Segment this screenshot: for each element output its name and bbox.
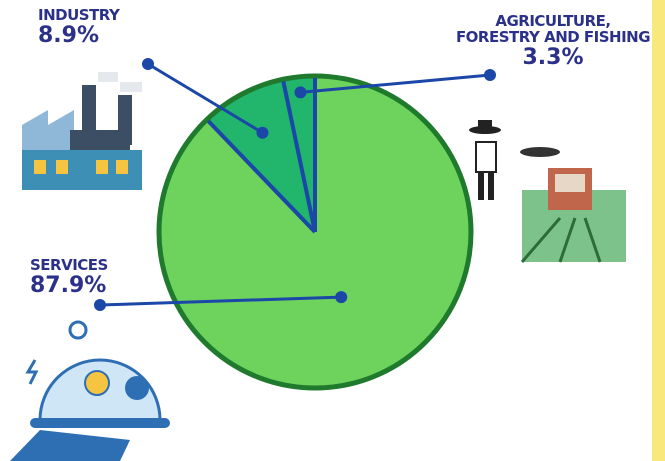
leader-dot xyxy=(484,69,496,81)
leader-line xyxy=(99,295,342,307)
divider xyxy=(206,119,317,234)
side-bar xyxy=(652,0,665,461)
agriculture-icon xyxy=(469,120,626,263)
value-label: 3.3% xyxy=(522,44,584,70)
pie-slice xyxy=(206,79,315,232)
industry-label: INDUSTRY 8.9% xyxy=(38,6,120,48)
value-label: 8.9% xyxy=(38,22,100,48)
value-label: 87.9% xyxy=(30,272,107,298)
pie-outline xyxy=(156,73,474,391)
leader-dot xyxy=(142,58,154,70)
leader-dot xyxy=(294,86,307,99)
industry-icon xyxy=(22,72,142,190)
category-label: AGRICULTURE, FORESTRY AND FISHING xyxy=(455,12,651,46)
leader-dot xyxy=(256,126,269,139)
category-label: INDUSTRY xyxy=(38,6,120,24)
category-label: SERVICES xyxy=(30,256,108,274)
leader-line xyxy=(147,62,264,134)
services-icon xyxy=(10,320,170,461)
pie xyxy=(94,58,496,391)
leader-dot xyxy=(335,291,348,304)
leader-dot xyxy=(94,299,106,311)
services-label: SERVICES 87.9% xyxy=(30,256,108,298)
leader-line xyxy=(300,73,491,94)
divider xyxy=(281,80,317,233)
agriculture-label: AGRICULTURE, FORESTRY AND FISHING 3.3% xyxy=(438,12,665,70)
